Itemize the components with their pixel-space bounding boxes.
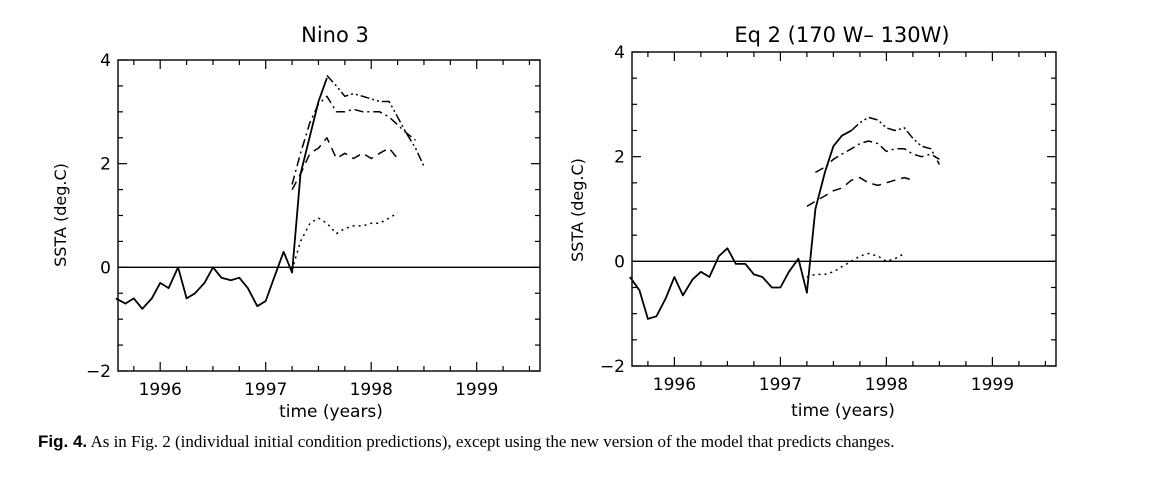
series-line-dotted	[806, 252, 905, 278]
x-tick-label: 1999	[971, 375, 1014, 395]
y-tick-label: 0	[100, 258, 111, 278]
y-tick-label: −2	[600, 357, 625, 377]
y-axis-label: SSTA (deg.C)	[51, 163, 70, 267]
series-line-dash-dot-dot	[326, 74, 425, 167]
series-group	[115, 74, 425, 310]
series-line-dashed	[291, 137, 399, 190]
series-line-dotted	[291, 212, 398, 271]
series-line-solid	[115, 77, 328, 310]
x-tick-label: 1998	[350, 380, 393, 400]
panel-title: Eq 2 (170 W– 130W)	[734, 23, 949, 47]
plot-frame	[117, 59, 541, 372]
figure: Nino 3 SSTA (deg.C) time (years) 1996 199…	[51, 23, 1057, 422]
x-tick-label: 1997	[759, 375, 802, 395]
y-tick-label: 4	[100, 51, 111, 71]
caption-label: Fig. 4.	[38, 432, 88, 451]
y-tick-label: −2	[86, 362, 111, 382]
plot-frame	[631, 51, 1057, 367]
nino3-panel: Nino 3 SSTA (deg.C) time (years) 1996 199…	[51, 23, 541, 422]
eq2-panel: Eq 2 (170 W– 130W) SSTA (deg.C) time (ye…	[568, 23, 1057, 421]
y-tick-label: 0	[614, 252, 625, 272]
series-line-dashed	[806, 176, 914, 208]
series-line-dash-dot-dot	[850, 116, 941, 165]
x-axis-label: time (years)	[791, 401, 895, 421]
ticks: 1996 1997 1998 1999 −2 0 2 4	[86, 51, 540, 400]
x-tick-label: 1997	[244, 380, 287, 400]
figure-caption: Fig. 4. As in Fig. 2 (individual initial…	[38, 432, 1138, 452]
x-axis-label: time (years)	[279, 402, 383, 422]
y-axis-label: SSTA (deg.C)	[568, 158, 587, 262]
series-line-dash-dot	[815, 140, 940, 174]
x-tick-label: 1998	[865, 375, 908, 395]
x-tick-label: 1996	[653, 375, 696, 395]
x-tick-label: 1996	[139, 380, 182, 400]
panel-title: Nino 3	[301, 23, 369, 47]
x-tick-label: 1999	[455, 380, 498, 400]
y-tick-label: 4	[614, 43, 625, 63]
ticks: 1996 1997 1998 1999 −2 0 2 4	[600, 43, 1056, 395]
y-tick-label: 2	[100, 155, 111, 175]
y-tick-label: 2	[614, 148, 625, 168]
series-line-dash-dot	[291, 95, 416, 185]
caption-text: As in Fig. 2 (individual initial conditi…	[90, 432, 895, 451]
series-group	[629, 116, 941, 320]
series-line-solid	[629, 129, 852, 320]
